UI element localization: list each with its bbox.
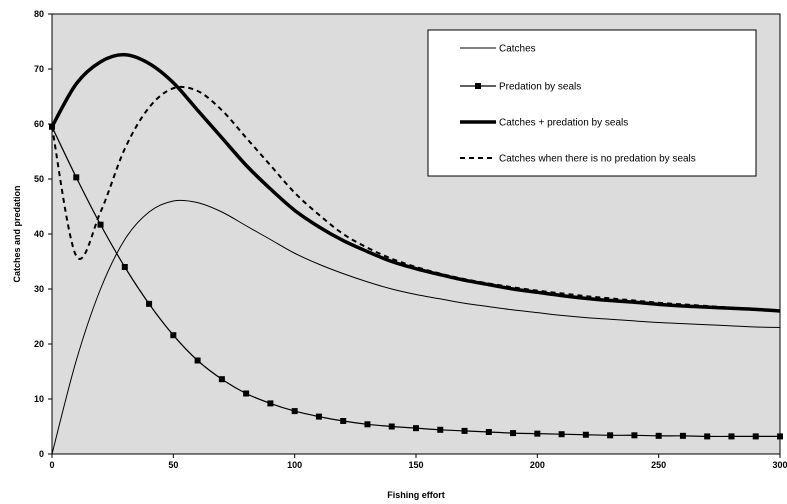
- data-point-marker: [534, 430, 541, 437]
- data-point-marker: [194, 357, 201, 364]
- data-point-marker: [631, 432, 638, 439]
- data-point-marker: [558, 431, 565, 438]
- data-point-marker: [485, 429, 492, 435]
- data-point-marker: [728, 433, 735, 440]
- data-point-marker: [170, 332, 177, 339]
- y-tick-label: 10: [34, 394, 44, 404]
- legend-box: [427, 29, 757, 177]
- data-point-marker: [437, 426, 444, 433]
- legend-label: Catches when there is no predation by se…: [499, 154, 696, 165]
- data-point-marker: [315, 413, 322, 420]
- data-point-marker: [121, 264, 128, 270]
- x-tick-label: 150: [408, 460, 423, 470]
- x-tick-label: 300: [772, 460, 787, 470]
- x-axis-label: Fishing effort: [387, 490, 445, 500]
- legend-label: Catches: [499, 44, 536, 55]
- data-point-marker: [146, 300, 153, 307]
- x-axis-ticks: 0 50 100 150 200 250 300: [49, 454, 787, 470]
- data-point-marker: [510, 430, 517, 437]
- data-point-marker: [777, 433, 783, 440]
- series-markers: [49, 123, 783, 440]
- x-tick-label: 250: [651, 460, 666, 470]
- data-point-marker: [704, 433, 711, 440]
- data-point-marker: [218, 376, 225, 383]
- legend-marker: [475, 83, 481, 89]
- series-thin: [51, 199, 781, 455]
- legend: Catches Predation by seals Catches + preda…: [427, 29, 757, 177]
- legend-label: Catches + predation by seals: [499, 118, 628, 129]
- data-point-marker: [73, 174, 80, 181]
- x-tick-label: 0: [49, 460, 54, 470]
- y-tick-label: 40: [34, 229, 44, 239]
- y-tick-label: 70: [34, 64, 44, 74]
- data-point-marker: [243, 390, 250, 397]
- data-point-marker: [388, 423, 395, 430]
- data-point-marker: [291, 408, 298, 415]
- data-point-marker: [679, 432, 686, 439]
- data-point-marker: [607, 432, 614, 439]
- legend-label: Predation by seals: [499, 82, 581, 93]
- y-tick-label: 20: [34, 339, 44, 349]
- data-point-marker: [267, 400, 274, 407]
- data-point-marker: [364, 421, 371, 428]
- y-tick-label: 80: [34, 9, 44, 19]
- data-point-marker: [655, 432, 662, 439]
- data-point-marker: [461, 427, 468, 434]
- series-line: [50, 52, 781, 313]
- series-dashed: [51, 85, 781, 312]
- data-point-marker: [752, 433, 759, 440]
- series-line: [51, 199, 781, 455]
- data-point-marker: [97, 221, 104, 228]
- y-tick-label: 0: [39, 449, 44, 459]
- series-line: [51, 85, 781, 312]
- y-axis-label: Catches and predation: [12, 185, 22, 282]
- x-tick-label: 50: [168, 460, 178, 470]
- series-group: [49, 52, 783, 455]
- series-thick: [50, 52, 781, 313]
- x-tick-label: 200: [530, 460, 545, 470]
- y-tick-label: 30: [34, 284, 44, 294]
- data-point-marker: [413, 425, 419, 432]
- data-point-marker: [340, 418, 347, 424]
- y-tick-label: 50: [34, 174, 44, 184]
- data-point-marker: [582, 431, 589, 438]
- y-tick-label: 60: [34, 119, 44, 129]
- x-tick-label: 100: [287, 460, 302, 470]
- y-axis-ticks: 0 10 20 30 40 50 60 70 80: [34, 9, 52, 459]
